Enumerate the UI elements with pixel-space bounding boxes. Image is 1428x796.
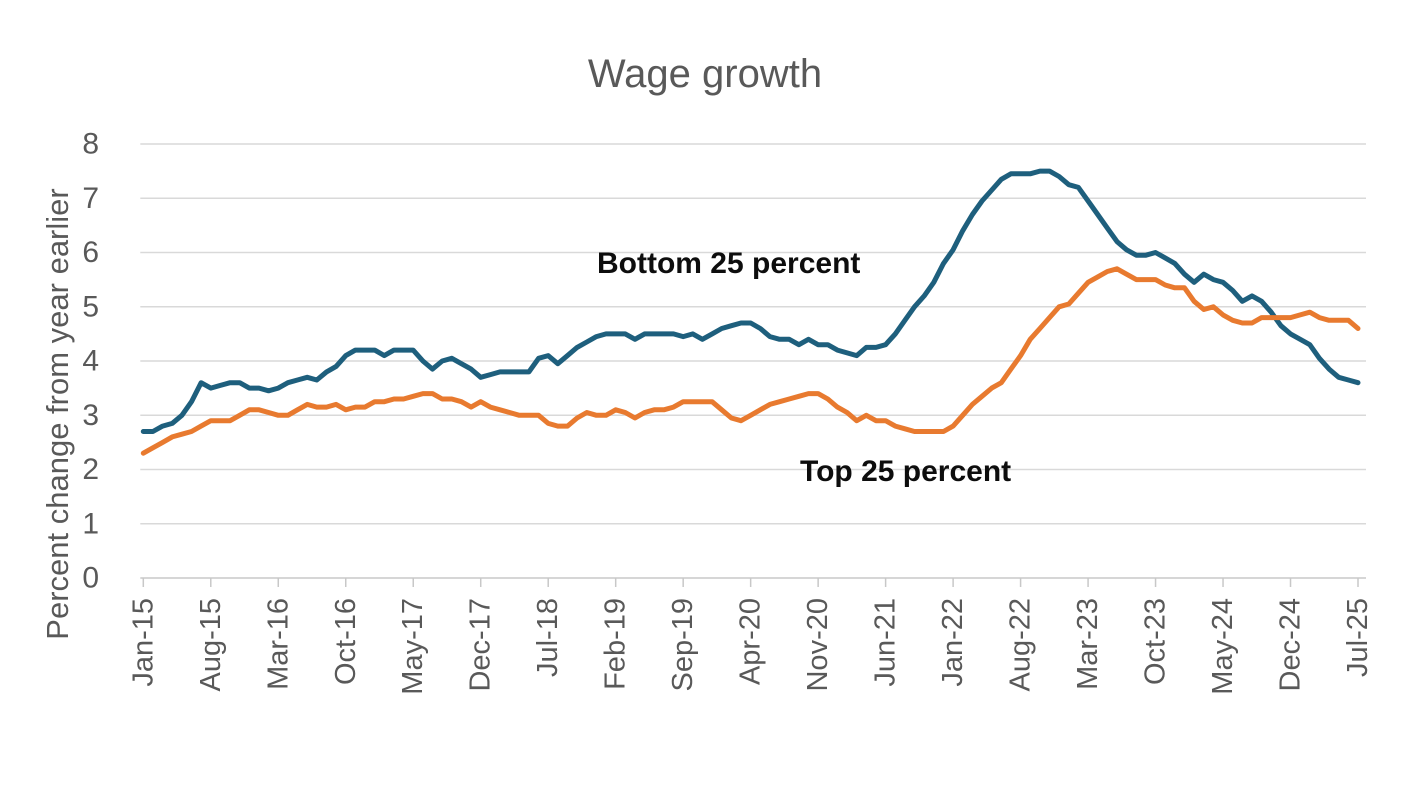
- x-tick-label: Jun-21: [870, 598, 902, 687]
- y-axis-title: Percent change from year earlier: [40, 188, 75, 640]
- y-tick-label: 2: [82, 453, 99, 486]
- y-tick-label: 7: [82, 182, 99, 215]
- y-tick-label: 6: [82, 236, 99, 269]
- y-tick-label: 8: [82, 128, 99, 161]
- x-tick-label: Oct-16: [330, 598, 362, 685]
- x-tick-label: Jul-25: [1342, 598, 1374, 677]
- x-tick-label: Oct-23: [1140, 598, 1172, 685]
- x-tick-label: Jul-18: [532, 598, 564, 677]
- x-tick-label: May-24: [1207, 598, 1239, 695]
- x-tick-label: Feb-19: [600, 598, 632, 690]
- x-tick-label: Aug-15: [195, 598, 227, 692]
- series-label-bottom-25: Bottom 25 percent: [597, 247, 861, 280]
- bottom-25-percent-line: [140, 168, 1361, 434]
- top-25-percent-line: [140, 266, 1361, 456]
- x-tick-label: Apr-20: [735, 598, 767, 685]
- x-tick-label: Nov-20: [802, 598, 834, 692]
- x-tick-label: Jan-22: [937, 598, 969, 687]
- x-tick-label: Mar-16: [262, 598, 294, 690]
- x-tick-label: May-17: [397, 598, 429, 695]
- x-tick-label: Dec-24: [1275, 598, 1307, 692]
- y-tick-label: 0: [82, 562, 99, 595]
- y-tick-label: 5: [82, 290, 99, 323]
- x-tick-label: Dec-17: [465, 598, 497, 692]
- x-tick-label: Sep-19: [667, 598, 699, 692]
- x-tick-label: Mar-23: [1072, 598, 1104, 690]
- chart-title: Wage growth: [587, 52, 823, 96]
- y-tick-label: 1: [82, 507, 99, 540]
- series-label-top-25: Top 25 percent: [800, 455, 1012, 488]
- x-tick-label: Aug-22: [1005, 598, 1037, 692]
- y-tick-label: 4: [82, 345, 99, 378]
- x-tick-label: Jan-15: [127, 598, 159, 687]
- y-tick-label: 3: [82, 399, 99, 432]
